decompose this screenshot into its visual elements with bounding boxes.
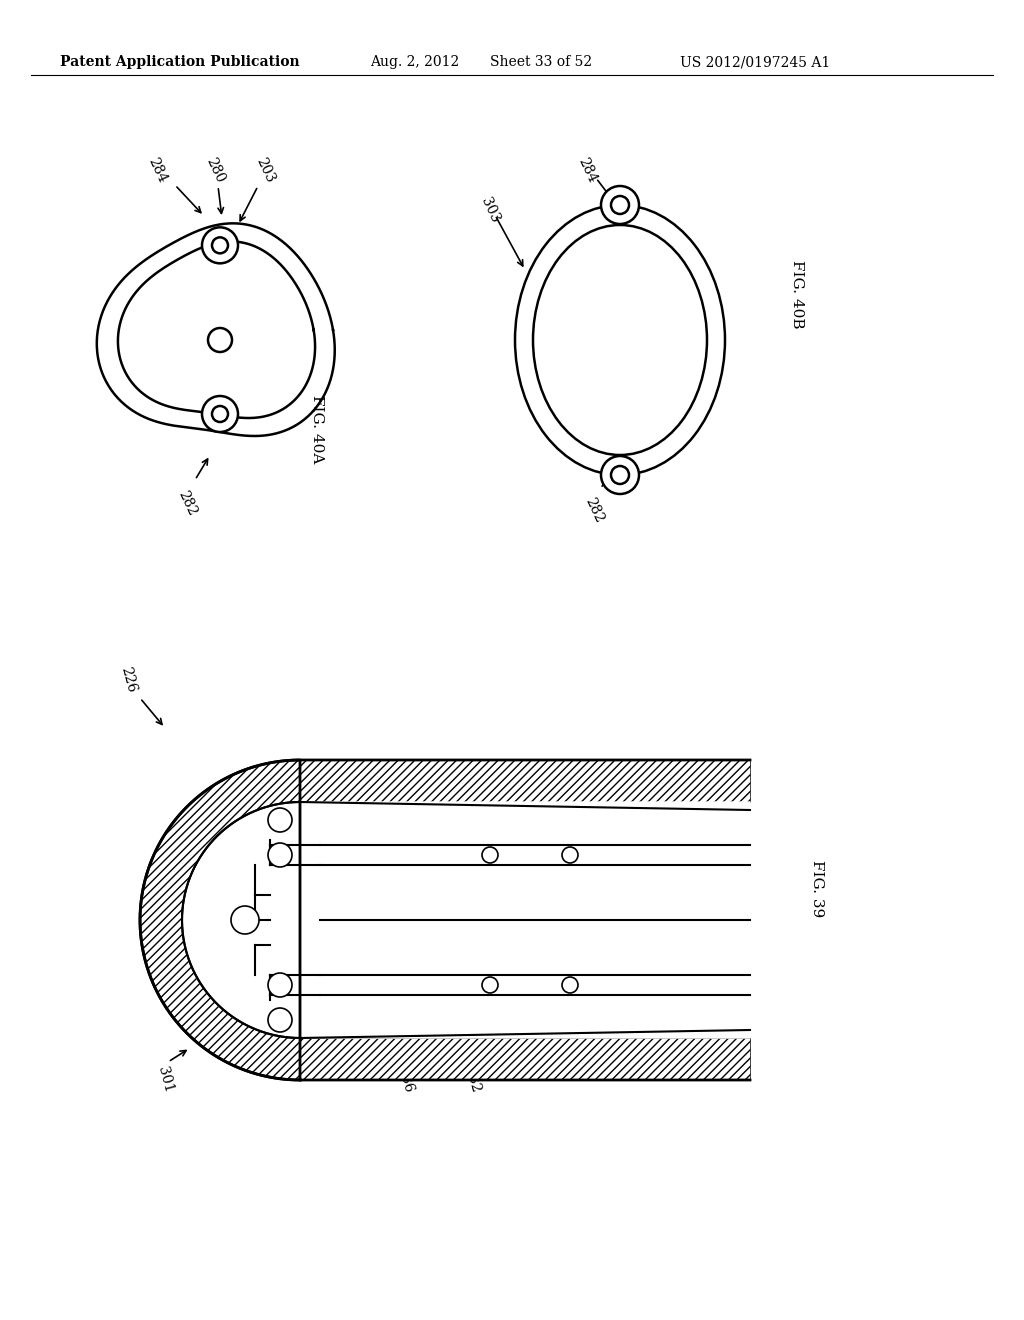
Circle shape	[482, 977, 498, 993]
Polygon shape	[97, 223, 335, 436]
Circle shape	[268, 973, 292, 997]
Text: 301: 301	[155, 1065, 175, 1094]
Polygon shape	[140, 760, 300, 1080]
Ellipse shape	[515, 205, 725, 475]
Circle shape	[212, 238, 228, 253]
Circle shape	[268, 1008, 292, 1032]
Circle shape	[208, 327, 232, 352]
Text: 303: 303	[478, 195, 502, 224]
Text: 284: 284	[462, 792, 482, 821]
Circle shape	[611, 195, 629, 214]
Text: 280: 280	[203, 154, 226, 185]
Circle shape	[268, 843, 292, 867]
Circle shape	[601, 455, 639, 494]
Text: 203: 203	[253, 154, 276, 185]
Text: Sheet 33 of 52: Sheet 33 of 52	[490, 55, 592, 69]
Text: 284: 284	[575, 154, 599, 185]
Circle shape	[482, 847, 498, 863]
Circle shape	[562, 847, 578, 863]
Text: FIG. 40B: FIG. 40B	[790, 260, 804, 329]
Text: FIG. 39: FIG. 39	[810, 861, 824, 917]
Text: Aug. 2, 2012: Aug. 2, 2012	[370, 55, 459, 69]
Polygon shape	[300, 760, 750, 803]
Text: 284: 284	[145, 154, 169, 185]
Text: 282: 282	[175, 488, 199, 517]
Text: FIG. 40A: FIG. 40A	[310, 395, 324, 463]
Text: Patent Application Publication: Patent Application Publication	[60, 55, 300, 69]
Circle shape	[562, 977, 578, 993]
Text: 282: 282	[582, 495, 606, 525]
Text: 280: 280	[528, 792, 548, 821]
Circle shape	[212, 407, 228, 422]
Text: US 2012/0197245 A1: US 2012/0197245 A1	[680, 55, 830, 69]
Text: 286: 286	[395, 792, 416, 821]
Text: 282: 282	[462, 1065, 482, 1094]
Text: 226: 226	[118, 665, 138, 694]
Circle shape	[202, 396, 238, 432]
Polygon shape	[300, 1038, 750, 1080]
Polygon shape	[182, 803, 750, 1038]
Polygon shape	[300, 760, 750, 803]
Ellipse shape	[534, 224, 707, 455]
Circle shape	[268, 808, 292, 832]
Circle shape	[611, 466, 629, 484]
Circle shape	[231, 906, 259, 935]
Circle shape	[601, 186, 639, 224]
Polygon shape	[118, 242, 315, 418]
Text: 286: 286	[395, 1065, 416, 1094]
Circle shape	[202, 227, 238, 263]
